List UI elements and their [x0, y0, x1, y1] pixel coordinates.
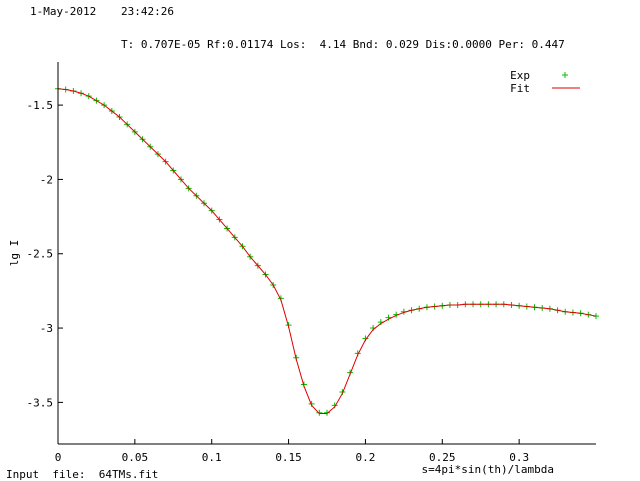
legend-label-exp: Exp: [510, 69, 530, 82]
y-tick-label: -1.5: [27, 99, 54, 112]
y-axis-label: lg I: [8, 240, 21, 267]
x-axis-label: s=4pi*sin(th)/lambda: [422, 463, 554, 476]
legend-marker-exp: [562, 72, 568, 78]
fit-series-line: [57, 88, 597, 415]
x-tick-label: 0.3: [509, 451, 529, 464]
x-tick-label: 0.1: [202, 451, 222, 464]
fit-statistics: T: 0.707E-05 Rf:0.01174 Los: 4.14 Bnd: 0…: [121, 38, 565, 51]
y-tick-label: -3.5: [27, 396, 54, 409]
y-tick-label: -3: [40, 322, 53, 335]
x-tick-label: 0.15: [275, 451, 302, 464]
y-tick-label: -2: [40, 173, 53, 186]
x-tick-label: 0.25: [429, 451, 456, 464]
date-label: 1-May-2012: [30, 5, 97, 18]
x-tick-label: 0: [55, 451, 62, 464]
legend-label-fit: Fit: [510, 82, 530, 95]
exp-data-point: [316, 409, 323, 416]
y-tick-label: -2.5: [27, 248, 54, 261]
time-label: 23:42:26: [121, 5, 174, 18]
input-file-label: Input file: 64TMs.fit: [6, 468, 159, 481]
x-tick-label: 0.05: [122, 451, 149, 464]
exp-data-point: [324, 409, 330, 416]
x-tick-label: 0.2: [355, 451, 375, 464]
